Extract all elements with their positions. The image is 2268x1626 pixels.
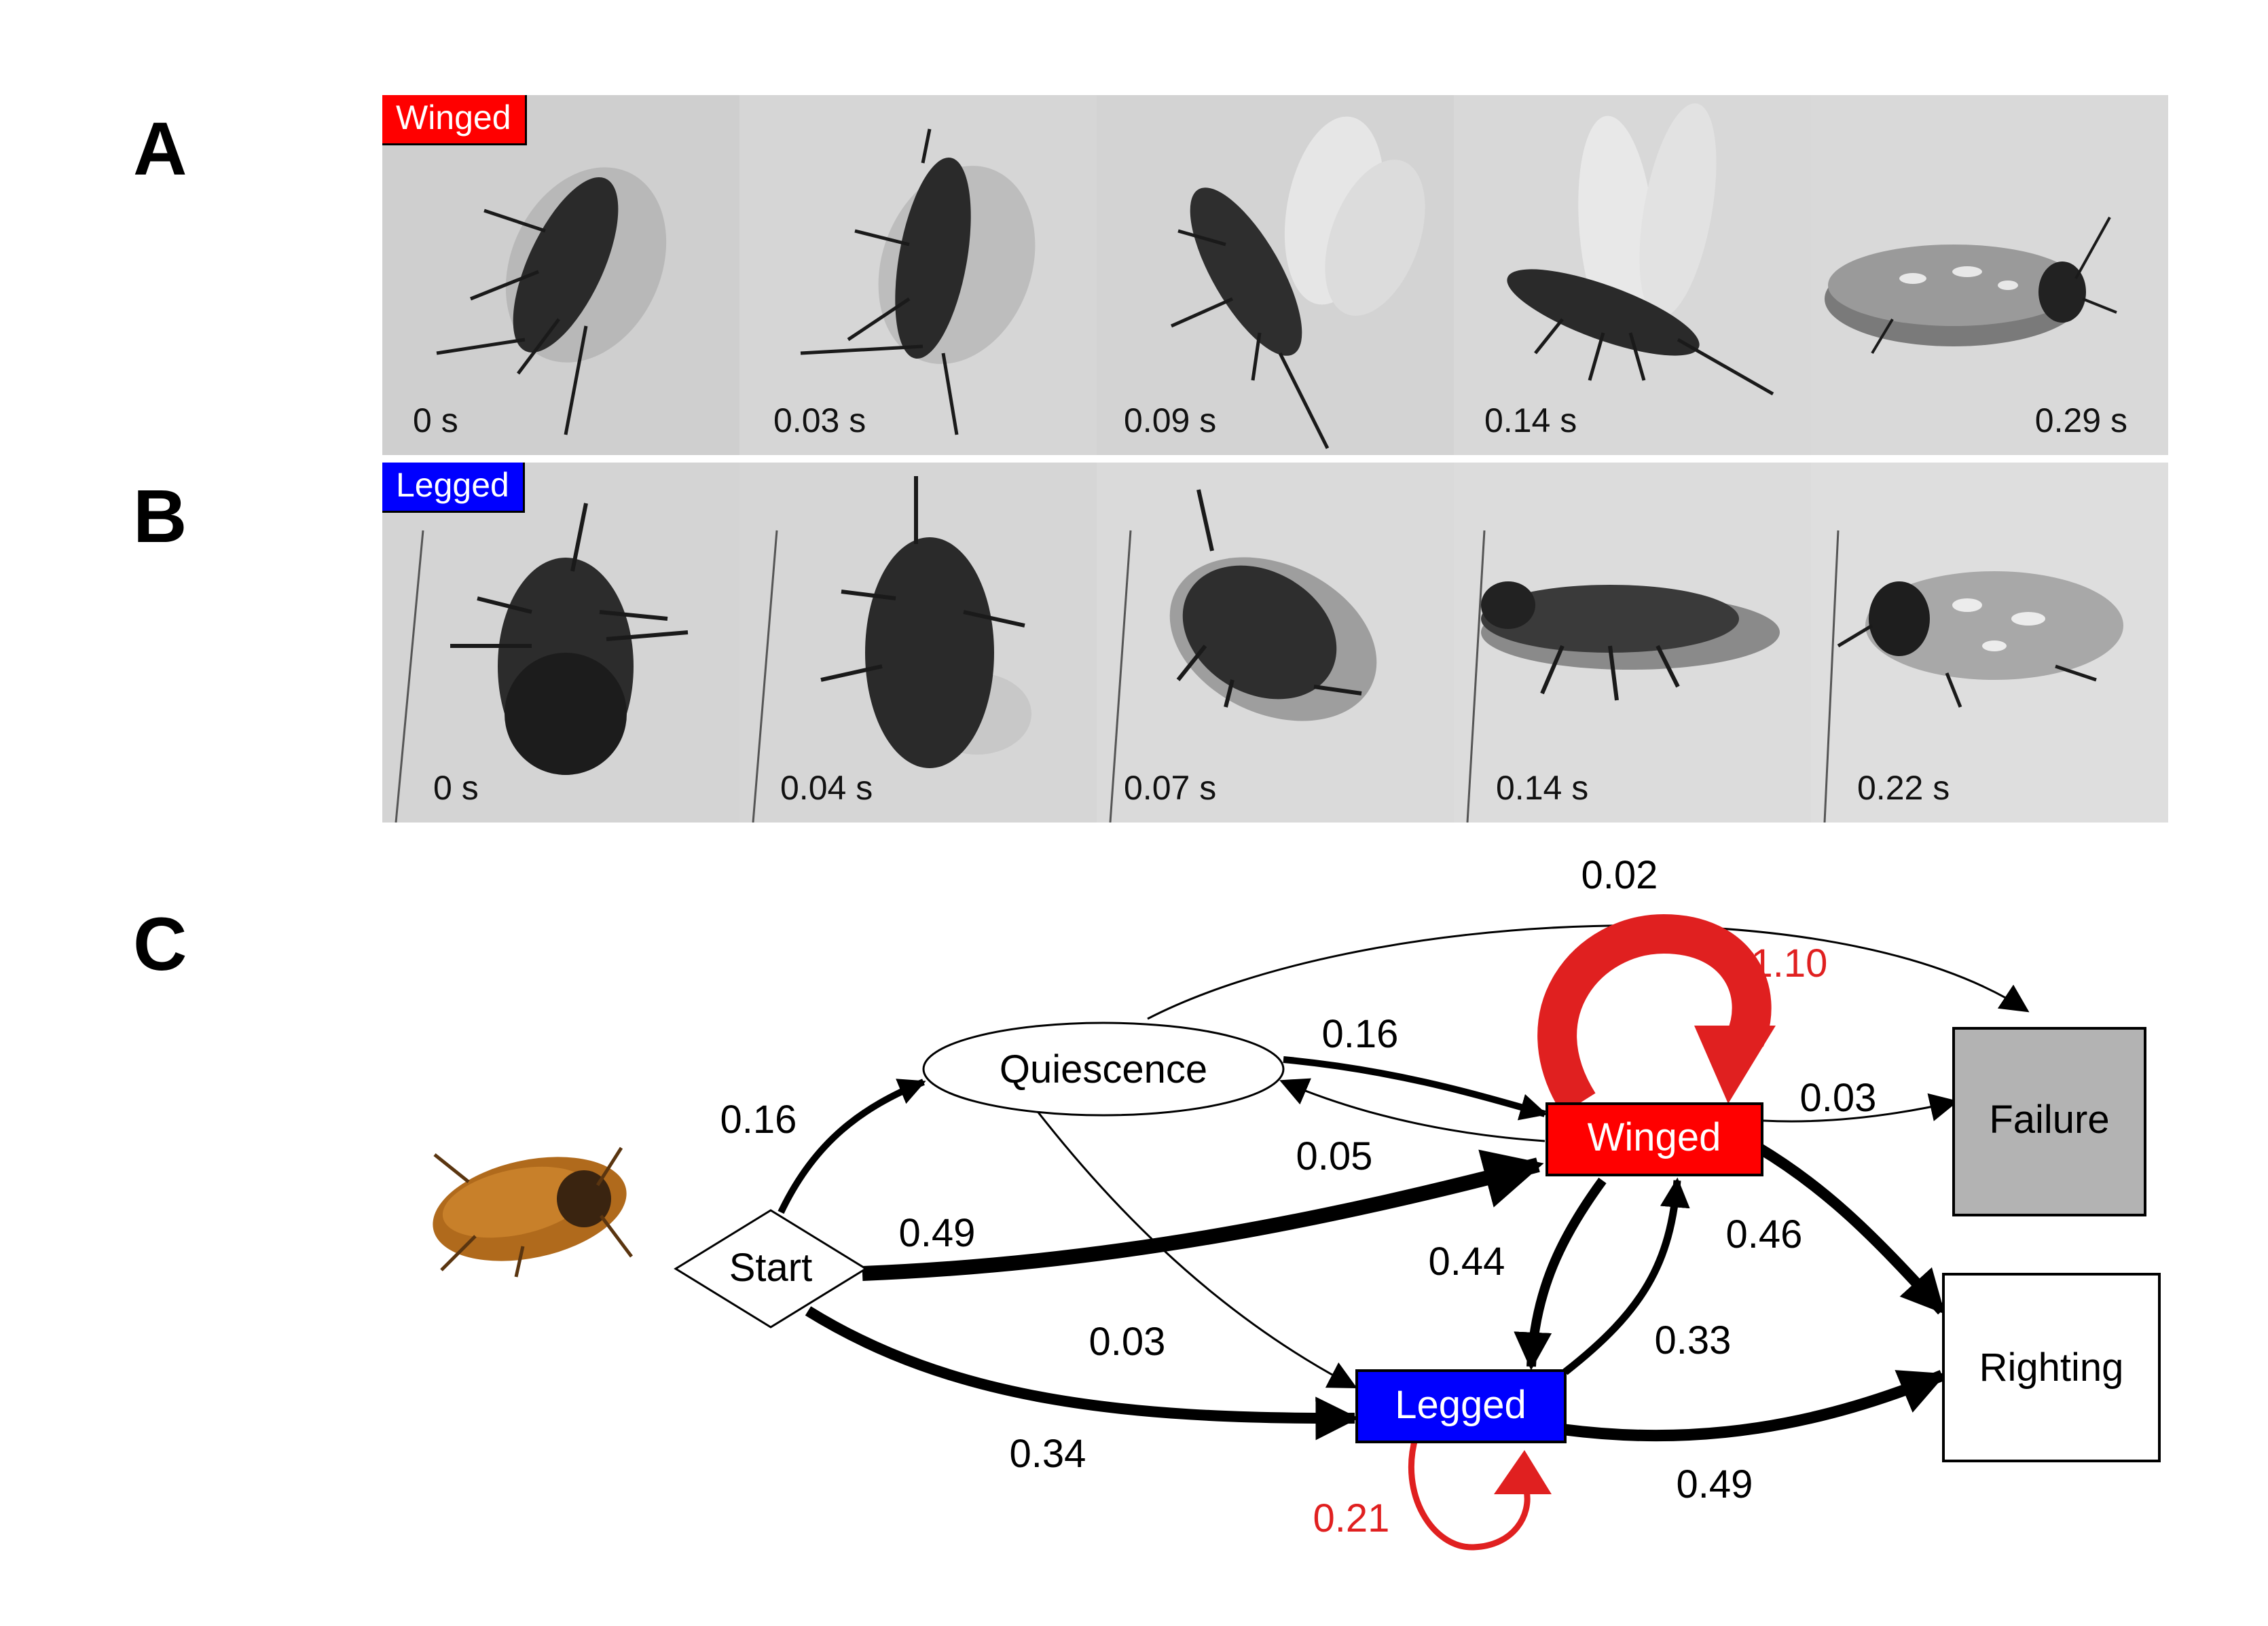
edge-label: 0.16 bbox=[720, 1098, 797, 1142]
edge-label: 0.49 bbox=[1677, 1462, 1753, 1506]
edge-legged-winged bbox=[1562, 1177, 1690, 1375]
node-winged: Winged bbox=[1545, 1102, 1763, 1176]
photo-frame: 0.22 s bbox=[1811, 463, 2168, 823]
edge-label: 0.16 bbox=[1322, 1012, 1399, 1056]
photo-frame: 0 s bbox=[382, 463, 739, 823]
insect-silhouette bbox=[1170, 116, 1425, 450]
insect-silhouette bbox=[752, 476, 1031, 823]
insect-silhouette bbox=[1825, 217, 2117, 355]
edge-start-legged bbox=[805, 1306, 1359, 1441]
frame-time-label: 0.14 s bbox=[1484, 401, 1577, 439]
node-quiescence: Quiescence bbox=[922, 1022, 1285, 1117]
photo-frame: 0.03 s bbox=[739, 95, 1097, 455]
node-quiescence-label: Quiescence bbox=[1000, 1047, 1207, 1091]
insect-silhouette bbox=[395, 503, 689, 823]
edge-label: 0.03 bbox=[1089, 1320, 1166, 1364]
photo-frame: 0 s bbox=[382, 95, 739, 455]
edge-quiescence-winged bbox=[1283, 1056, 1548, 1121]
winged-badge: Winged bbox=[382, 95, 527, 145]
frame-time-label: 0.07 s bbox=[1124, 769, 1217, 807]
winged-frame-strip: Winged 0 s 0.03 s bbox=[382, 95, 2168, 455]
photo-frame: 0.09 s bbox=[1097, 95, 1454, 455]
node-winged-label: Winged bbox=[1588, 1115, 1721, 1159]
winged-self-loop bbox=[1537, 914, 1776, 1115]
edge-label: 0.03 bbox=[1800, 1076, 1877, 1120]
photo-frame: 0.07 s bbox=[1097, 463, 1454, 823]
node-righting-label: Righting bbox=[1979, 1345, 2124, 1390]
edge-label-red: 0.21 bbox=[1313, 1496, 1390, 1540]
node-righting: Righting bbox=[1942, 1273, 2161, 1462]
panel-letter-a: A bbox=[133, 107, 187, 191]
node-failure-label: Failure bbox=[1989, 1098, 2109, 1142]
insect-silhouette bbox=[436, 167, 667, 435]
cockroach-image bbox=[433, 1146, 633, 1278]
frame-time-label: 0.04 s bbox=[780, 769, 873, 807]
edge-start-quiescence bbox=[778, 1079, 926, 1214]
legged-frame-strip: Legged 0 s 0.04 s bbox=[382, 463, 2168, 823]
insect-silhouette bbox=[1466, 530, 1780, 823]
edge-label: 0.46 bbox=[1726, 1212, 1803, 1257]
panel-letter-b: B bbox=[133, 475, 187, 558]
edge-quiescence-failure bbox=[1147, 924, 2030, 1020]
node-legged: Legged bbox=[1355, 1369, 1567, 1443]
frame-time-label: 0.22 s bbox=[1857, 769, 1950, 807]
edge-label: 0.44 bbox=[1429, 1240, 1505, 1284]
panel-letter-c: C bbox=[133, 903, 187, 986]
edge-quiescence-legged bbox=[1017, 1086, 1357, 1388]
insect-silhouette bbox=[1507, 103, 1774, 396]
frame-time-label: 0 s bbox=[413, 401, 458, 439]
frame-time-label: 0.09 s bbox=[1124, 401, 1217, 439]
photo-frame: 0.04 s bbox=[739, 463, 1097, 823]
frame-time-label: 0.14 s bbox=[1496, 769, 1589, 807]
edge-label-red: 1.10 bbox=[1751, 941, 1828, 986]
transition-diagram: Start Quiescence Winged Legged Failure R… bbox=[433, 853, 2161, 1551]
node-start-label: Start bbox=[729, 1246, 813, 1290]
frame-time-label: 0.29 s bbox=[2034, 401, 2127, 439]
insect-silhouette bbox=[1109, 489, 1377, 823]
legged-self-loop bbox=[1408, 1435, 1552, 1551]
node-legged-label: Legged bbox=[1395, 1383, 1526, 1427]
node-start: Start bbox=[674, 1209, 868, 1329]
edge-winged-quiescence bbox=[1279, 1078, 1545, 1142]
frame-time-label: 0 s bbox=[433, 769, 479, 807]
edge-winged-legged bbox=[1514, 1177, 1607, 1371]
edge-label: 0.33 bbox=[1655, 1318, 1732, 1362]
insect-silhouette bbox=[1823, 530, 2123, 823]
edge-start-winged bbox=[862, 1149, 1544, 1281]
insect-silhouette bbox=[800, 128, 1036, 435]
legged-badge: Legged bbox=[382, 463, 525, 513]
edge-winged-failure bbox=[1763, 1093, 1959, 1123]
edge-label: 0.02 bbox=[1581, 853, 1658, 897]
edge-label: 0.34 bbox=[1010, 1432, 1086, 1476]
edge-winged-righting bbox=[1755, 1143, 1946, 1315]
node-failure: Failure bbox=[1952, 1027, 2146, 1216]
edge-legged-righting bbox=[1564, 1370, 1947, 1442]
edge-label: 0.05 bbox=[1296, 1134, 1373, 1178]
frame-time-label: 0.03 s bbox=[773, 401, 866, 439]
edge-label: 0.49 bbox=[899, 1211, 976, 1255]
photo-frame: 0.29 s bbox=[1811, 95, 2168, 455]
photo-frame: 0.14 s bbox=[1454, 95, 1811, 455]
photo-frame: 0.14 s bbox=[1454, 463, 1811, 823]
